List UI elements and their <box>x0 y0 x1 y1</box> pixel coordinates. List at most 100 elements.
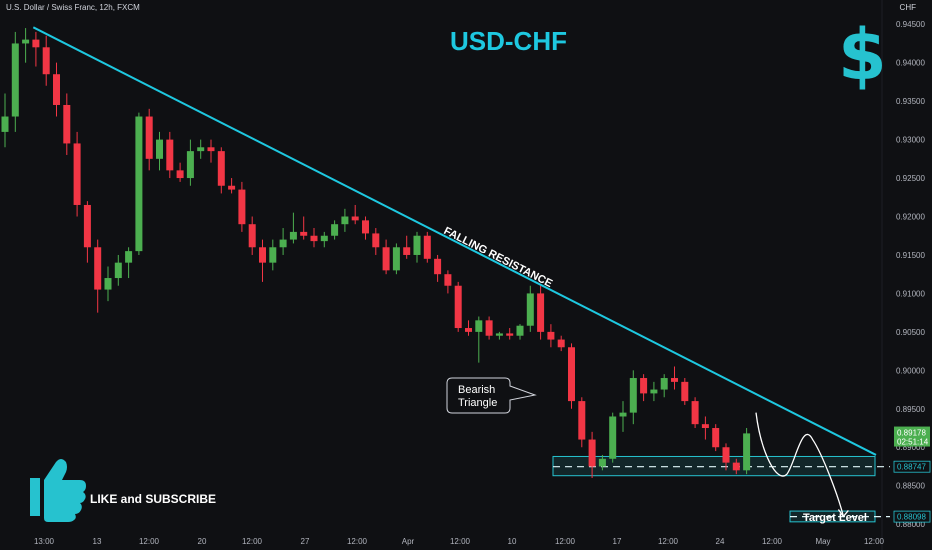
y-tick-label: 0.90000 <box>896 366 925 375</box>
candle-body[interactable] <box>320 235 328 242</box>
y-tick-label: 0.94500 <box>896 20 925 29</box>
candle-body[interactable] <box>259 247 266 263</box>
candle-body[interactable] <box>331 224 339 236</box>
candle-body[interactable] <box>526 293 534 326</box>
candle-body[interactable] <box>444 274 452 286</box>
candle-body[interactable] <box>94 247 102 290</box>
candle-body[interactable] <box>640 378 648 394</box>
candle-body[interactable] <box>691 401 699 425</box>
candle-body[interactable] <box>104 278 112 290</box>
x-tick-label: May <box>815 537 830 546</box>
chart-title: USD-CHF <box>450 26 567 56</box>
candle-body[interactable] <box>485 320 493 336</box>
candle-body[interactable] <box>83 204 91 248</box>
candle-body[interactable] <box>176 170 184 179</box>
callout-text-line1: Bearish <box>458 384 495 396</box>
candle-body[interactable] <box>495 333 503 336</box>
candle-body[interactable] <box>289 231 297 240</box>
x-tick-label: 12:00 <box>242 537 263 546</box>
candle-body[interactable] <box>63 104 71 144</box>
candle-body[interactable] <box>341 216 349 225</box>
candle-body[interactable] <box>207 147 215 152</box>
candle-body[interactable] <box>537 293 545 332</box>
candle-body[interactable] <box>465 328 472 332</box>
candle-body[interactable] <box>681 381 689 402</box>
candle-body[interactable] <box>547 331 555 340</box>
candle-body[interactable] <box>722 447 730 463</box>
candle-body[interactable] <box>166 139 174 171</box>
candle-body[interactable] <box>125 251 133 263</box>
candle-body[interactable] <box>135 116 143 252</box>
candle-body[interactable] <box>568 347 575 402</box>
candle-body[interactable] <box>73 143 81 205</box>
x-tick-label: 12:00 <box>450 537 471 546</box>
candle-body[interactable] <box>362 220 369 234</box>
candle-body[interactable] <box>671 378 678 382</box>
projection-path <box>755 412 845 517</box>
candle-body[interactable] <box>392 247 400 271</box>
symbol-label[interactable]: U.S. Dollar / Swiss Franc, 12h, FXCM <box>6 3 140 12</box>
candle-body[interactable] <box>186 151 194 179</box>
candle-body[interactable] <box>197 147 205 152</box>
candle-body[interactable] <box>228 185 236 190</box>
candle-body[interactable] <box>578 401 586 440</box>
candle-body[interactable] <box>11 43 19 117</box>
candle-body[interactable] <box>156 139 163 159</box>
candle-body[interactable] <box>712 428 720 448</box>
candle-body[interactable] <box>454 285 462 329</box>
x-tick-label: 17 <box>613 537 622 546</box>
x-tick-label: 13:00 <box>34 537 55 546</box>
candle-body[interactable] <box>609 416 617 459</box>
candle-body[interactable] <box>53 74 60 105</box>
candle-body[interactable] <box>629 378 637 413</box>
candle-body[interactable] <box>351 216 359 221</box>
target-level-label: Target Level <box>803 512 867 524</box>
candle-body[interactable] <box>732 462 740 471</box>
candle-body[interactable] <box>660 378 668 390</box>
candle-body[interactable] <box>32 39 40 48</box>
candle-body[interactable] <box>42 47 50 75</box>
x-tick-label: 12:00 <box>347 537 368 546</box>
candle-body[interactable] <box>650 389 658 394</box>
y-tick-label: 0.92500 <box>896 174 925 183</box>
candle-body[interactable] <box>310 235 318 242</box>
candle-body[interactable] <box>114 262 122 279</box>
y-tick-label: 0.91000 <box>896 289 925 298</box>
candle-body[interactable] <box>743 433 751 471</box>
candle-body[interactable] <box>403 247 411 255</box>
candle-body[interactable] <box>413 235 421 255</box>
trendline-label: FALLING RESISTANCE <box>442 225 555 290</box>
falling-resistance-trendline[interactable] <box>32 26 877 456</box>
dollar-sign-icon: $ <box>838 14 887 96</box>
candle-body[interactable] <box>423 235 431 259</box>
candle-body[interactable] <box>145 116 153 159</box>
candle-body[interactable] <box>22 39 30 44</box>
candle-body[interactable] <box>588 439 596 467</box>
candle-body[interactable] <box>269 247 277 263</box>
currency-label: CHF <box>899 3 916 12</box>
thumbs-up-shape <box>30 459 86 522</box>
candle-body[interactable] <box>598 458 606 467</box>
x-tick-label: 12:00 <box>555 537 576 546</box>
candle-body[interactable] <box>300 231 308 236</box>
target-price-tag-box <box>893 510 931 523</box>
candle-body[interactable] <box>701 424 709 429</box>
candle-body[interactable] <box>1 116 9 132</box>
candle-body[interactable] <box>372 233 380 248</box>
candle-body[interactable] <box>619 412 627 417</box>
current-price-text: 0.89178 <box>897 429 926 438</box>
candle-body[interactable] <box>557 339 565 348</box>
candle-body[interactable] <box>238 189 246 225</box>
candle-body[interactable] <box>248 224 256 248</box>
x-tick-label: Apr <box>402 537 415 546</box>
candle-body[interactable] <box>475 320 483 332</box>
like-subscribe-text: LIKE and SUBSCRIBE <box>90 492 217 506</box>
candle-body[interactable] <box>506 333 514 336</box>
candle-body[interactable] <box>217 151 225 186</box>
candle-body[interactable] <box>434 258 442 275</box>
candle-body[interactable] <box>382 247 390 271</box>
candle-body[interactable] <box>516 325 524 336</box>
candle-body[interactable] <box>279 239 287 248</box>
